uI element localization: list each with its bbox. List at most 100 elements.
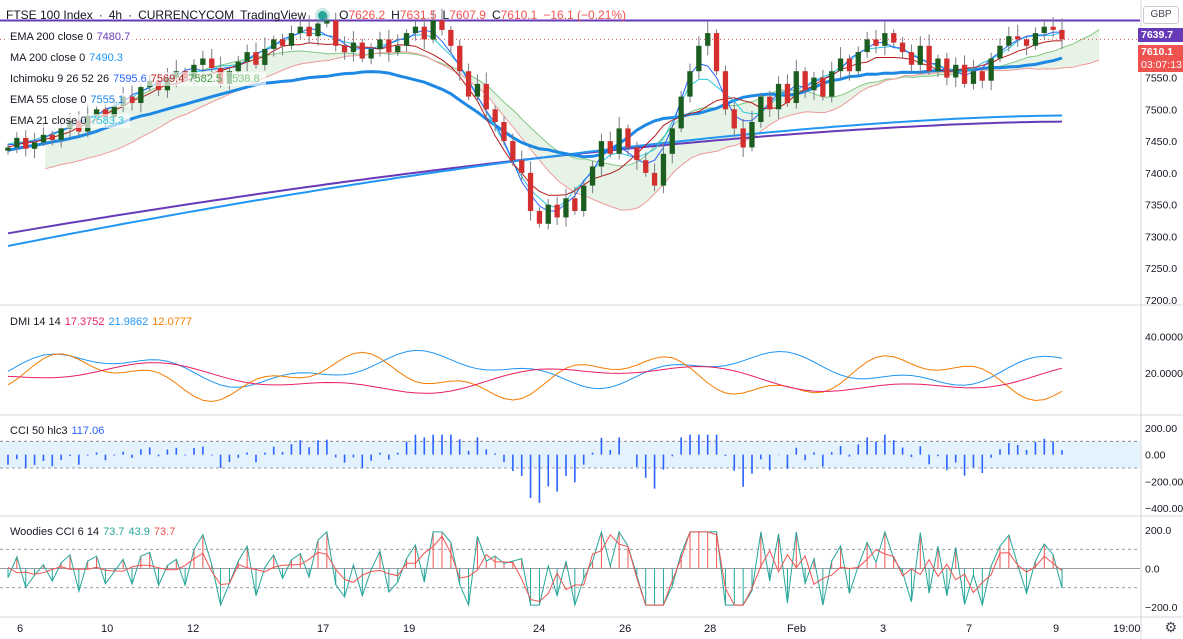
- open-label: O: [339, 8, 349, 22]
- legend-woodies-label: Woodies CCI 6 14: [10, 526, 100, 538]
- last-price-tag: 7610.1: [1138, 45, 1183, 59]
- candle-body: [262, 49, 268, 65]
- hline-price-tag: 7639.7: [1138, 28, 1183, 42]
- gear-icon[interactable]: ⚙: [1164, 619, 1177, 635]
- candle-body: [625, 128, 631, 148]
- candle-body: [58, 128, 64, 140]
- candle-body: [40, 134, 47, 143]
- cci-axis-tick: 200.00: [1145, 423, 1177, 435]
- candle-body: [705, 33, 711, 46]
- separator-dot: ·: [98, 8, 103, 22]
- candle-body: [882, 33, 888, 46]
- candle-body: [589, 166, 596, 186]
- candle-body: [138, 87, 144, 103]
- market-status-icon[interactable]: [318, 10, 328, 20]
- cci-axis-tick: −200.00: [1145, 476, 1183, 488]
- interval[interactable]: 4h: [108, 8, 123, 22]
- ma200-line: [7, 114, 1063, 247]
- price-axis-tick: 7250.0: [1145, 263, 1177, 275]
- legend-dmi[interactable]: DMI 14 14 17.3752 21.9862 12.0777: [8, 315, 199, 329]
- candle-body: [1050, 26, 1056, 30]
- dmi-axis-tick: 40.0000: [1145, 331, 1183, 343]
- legend-ichimoku[interactable]: Ichimoku 9 26 52 26 7595.6 7569.4 7582.5 753…: [8, 72, 266, 86]
- candle-body: [457, 45, 463, 72]
- candle-body: [643, 160, 649, 173]
- candle-body: [200, 58, 206, 65]
- legend-ema21[interactable]: EMA 21 close 0 7583.3: [8, 114, 131, 128]
- candle-body: [235, 61, 241, 72]
- candle-body: [333, 20, 339, 46]
- candle-body: [23, 137, 29, 149]
- cci-axis-tick: −400.00: [1145, 503, 1183, 515]
- legend-ichimoku-v1: 7595.6: [113, 73, 147, 85]
- candle-body: [749, 122, 755, 148]
- candle-body: [545, 204, 551, 224]
- legend-woodies-v3: 73.7: [153, 526, 176, 538]
- candle-body: [448, 29, 454, 46]
- candle-body: [386, 39, 392, 53]
- legend-ma200[interactable]: MA 200 close 0 7490.3: [8, 51, 129, 65]
- high-label: H: [391, 8, 400, 22]
- time-axis-label: 24: [533, 623, 545, 635]
- candle-body: [944, 58, 950, 78]
- legend-ema200[interactable]: EMA 200 close 0 7480.7: [8, 30, 137, 44]
- candle-body: [1032, 33, 1039, 46]
- price-axis-tick: 7200.0: [1145, 295, 1177, 307]
- dmi-axis-tick: 20.0000: [1145, 368, 1183, 380]
- candle-body: [483, 83, 489, 110]
- candle-body: [970, 71, 977, 84]
- candle-body: [1041, 26, 1047, 34]
- candle-body: [430, 20, 436, 40]
- legend-cci[interactable]: CCI 50 hlc3 117.06: [8, 424, 111, 438]
- time-axis-label: 26: [619, 623, 631, 635]
- time-axis-label: 6: [17, 623, 23, 635]
- candle-body: [412, 26, 419, 34]
- candle-body: [501, 122, 507, 142]
- candle-body: [997, 45, 1003, 59]
- candle-body: [837, 58, 844, 72]
- candle-body: [253, 52, 259, 65]
- symbol-name[interactable]: FTSE 100 Index: [6, 8, 93, 22]
- legend-cci-value: 117.06: [71, 425, 105, 437]
- candle-body: [891, 33, 897, 43]
- legend-ma200-label: MA 200 close 0: [10, 52, 86, 64]
- candle-body: [421, 26, 427, 40]
- open-value: 7626.2: [348, 8, 386, 22]
- candle-body: [306, 26, 312, 37]
- candle-body: [315, 23, 321, 37]
- candle-body: [492, 109, 498, 122]
- ema55-line: [7, 56, 1063, 159]
- candle-body: [1006, 36, 1012, 46]
- woodies-axis-tick: 0.0: [1145, 564, 1160, 576]
- legend-woodies-v1: 73.7: [103, 526, 125, 538]
- candle-body: [767, 96, 773, 110]
- candle-body: [465, 71, 472, 97]
- candle-body: [403, 33, 410, 46]
- candle-body: [917, 45, 923, 65]
- candle-body: [678, 96, 684, 129]
- candle-body: [811, 77, 817, 91]
- price-axis-tick: 7500.0: [1145, 104, 1177, 116]
- currency-button[interactable]: GBP: [1143, 6, 1179, 24]
- legend-ema55[interactable]: EMA 55 close 0 7555.1: [8, 93, 131, 107]
- candle-body: [14, 137, 20, 148]
- candle-body: [5, 147, 11, 151]
- candle-body: [820, 77, 826, 97]
- candle-body: [669, 128, 675, 154]
- change-value: −16.1 (−0.21%): [543, 8, 627, 22]
- time-axis-label: 9: [1053, 623, 1059, 635]
- price-axis-tick: 7550.0: [1145, 73, 1177, 85]
- candle-body: [607, 141, 613, 154]
- legend-woodies[interactable]: Woodies CCI 6 14 73.7 43.9 73.7: [8, 525, 182, 539]
- price-axis-tick: 7400.0: [1145, 168, 1177, 180]
- candle-body: [359, 42, 365, 59]
- candle-body: [474, 83, 481, 97]
- candle-body: [988, 58, 994, 81]
- legend-ema200-value: 7480.7: [96, 31, 131, 43]
- separator-dot: ·: [128, 8, 133, 22]
- candle-body: [722, 71, 729, 110]
- candle-body: [758, 96, 764, 122]
- candle-body: [660, 153, 667, 186]
- candle-body: [350, 42, 357, 53]
